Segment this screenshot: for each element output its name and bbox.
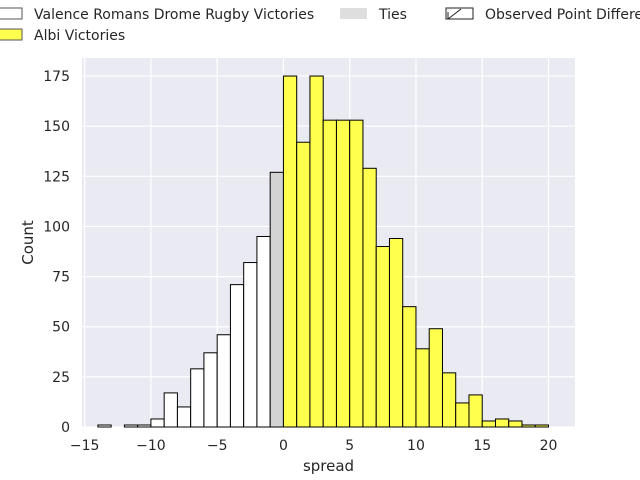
histogram-bar-series-0 [256,235,271,428]
histogram-bar-series-2 [428,328,443,428]
legend-label: Ties [378,7,407,23]
x-tick-label: −5 [207,438,228,454]
histogram-bar-series-0 [123,424,139,428]
histogram-bar-series-2 [455,402,470,428]
histogram-bar-series-0 [150,418,165,428]
histogram-bar-series-2 [335,119,351,428]
legend-entry: Observed Point Difference [445,7,640,23]
x-tick-label: 10 [407,438,425,454]
legend-swatch [340,8,367,19]
legend-label: Albi Victories [34,28,125,44]
x-axis-label: spread [303,457,354,475]
y-tick-label: 75 [52,270,70,286]
legend-entry: Albi Victories [0,28,125,44]
x-tick-label: −15 [70,438,100,454]
y-tick-label: 50 [52,320,70,336]
legend-swatch [0,7,23,20]
histogram-bar-series-2 [494,418,510,428]
histogram-bar-series-0 [176,406,192,428]
legend-label: Observed Point Difference [485,7,640,23]
histogram-bar-series-2 [362,167,377,428]
x-tick-label: −10 [136,438,166,454]
arrow-head-icon [447,12,455,20]
histogram-bar-series-2 [415,348,430,428]
histogram-bar-series-2 [296,141,311,428]
x-tick-label: 5 [345,438,354,454]
x-tick-label: 15 [473,438,491,454]
legend-label: Valence Romans Drome Rugby Victories [34,7,314,23]
histogram-bar-series-2 [441,372,457,428]
legend-swatch [0,28,23,41]
y-tick-label: 0 [61,420,70,436]
legend-entry: Valence Romans Drome Rugby Victories [0,7,314,23]
histogram-bar-series-2 [282,75,298,428]
x-axis-ticks: −15 −10 −5 0 5 10 15 20 [70,438,558,454]
histogram-bar-series-1 [269,171,284,428]
y-tick-label: 150 [43,119,70,135]
histogram-bar-series-0 [97,424,112,428]
legend: Valence Romans Drome Rugby Victories Albi… [0,7,640,44]
histogram-bar-series-2 [388,237,404,428]
histogram-bar-series-2 [322,119,337,428]
arrow-icon [447,8,462,20]
histogram-bar-series-0 [229,284,245,428]
histogram-bars [97,75,549,428]
histogram-bar-series-2 [375,246,390,428]
histogram-bar-series-2 [481,420,496,428]
y-tick-label: 25 [52,370,70,386]
histogram-bar-series-2 [468,394,483,428]
y-tick-label: 175 [43,69,70,85]
histogram-bar-series-0 [190,368,205,428]
histogram-bar-series-2 [402,306,417,428]
histogram-bar-series-2 [309,75,324,428]
legend-entry: Ties [340,7,407,23]
histogram-bar-series-2 [521,424,536,428]
x-tick-label: 0 [279,438,288,454]
histogram-bar-series-2 [508,420,523,428]
histogram-bar-series-0 [216,334,231,428]
y-axis-label: Count [19,220,37,265]
legend-swatch [445,7,474,20]
histogram-bar-series-0 [163,392,178,428]
histogram-bar-series-2 [534,424,549,428]
x-tick-label: 20 [540,438,558,454]
y-tick-label: 125 [43,169,70,185]
histogram-bar-series-2 [349,119,364,428]
histogram-bar-series-0 [203,352,218,428]
y-tick-label: 100 [43,219,70,235]
y-axis-ticks: 0 25 50 75 100 125 150 175 [43,69,70,436]
histogram-bar-series-0 [137,424,152,428]
histogram-bar-series-0 [243,262,258,428]
